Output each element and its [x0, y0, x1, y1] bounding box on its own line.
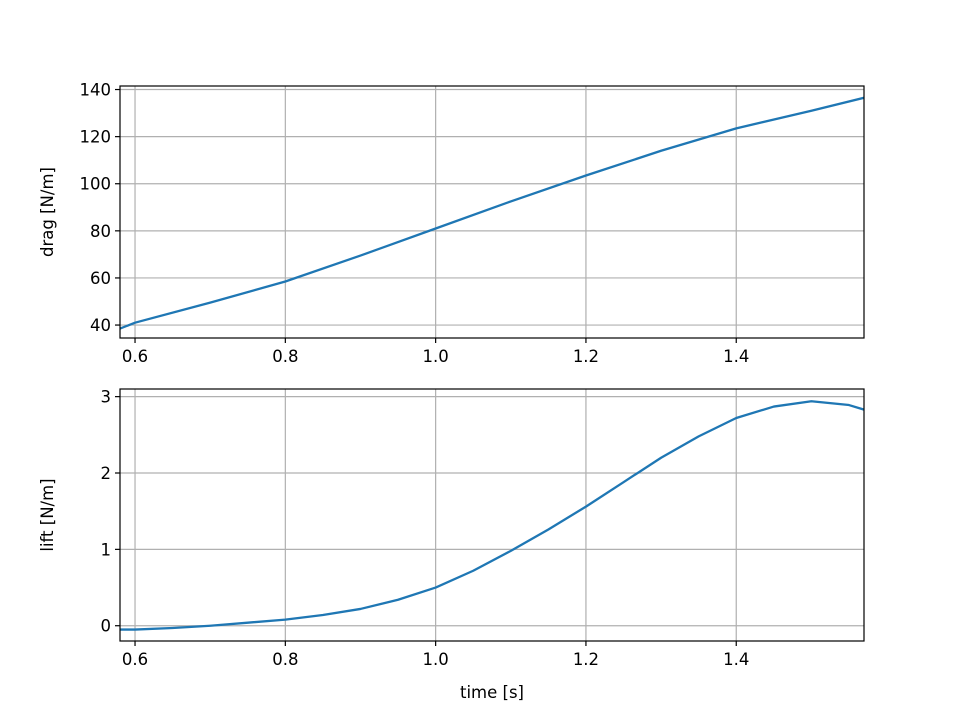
lift-y-tick-label: 1 — [101, 540, 112, 559]
lift-x-axis-label: time [s] — [460, 683, 524, 702]
drag-y-tick-label: 80 — [90, 222, 111, 241]
drag-x-tick-label: 1.2 — [573, 347, 599, 366]
drag-y-tick-label: 140 — [80, 81, 112, 100]
drag-x-tick-label: 0.8 — [272, 347, 298, 366]
lift-x-tick-label: 1.0 — [423, 650, 449, 669]
lift-x-tick-label: 0.6 — [122, 650, 148, 669]
drag-x-tick-label: 1.0 — [423, 347, 449, 366]
lift-subplot: 0.6 0.8 1.0 1.2 1.4 0 1 2 3 lift [N/m] time [s] — [38, 388, 865, 702]
lift-y-axis-label: lift [N/m] — [38, 478, 57, 551]
drag-subplot: 0.6 0.8 1.0 1.2 1.4 40 60 80 100 120 140 drag [N/m] — [38, 81, 865, 366]
drag-axes-frame — [119, 85, 865, 339]
drag-y-tick-label: 60 — [90, 269, 111, 288]
drag-y-axis-label: drag [N/m] — [38, 167, 57, 257]
drag-x-tick-label: 1.4 — [723, 347, 749, 366]
lift-series-line — [120, 400, 864, 631]
drag-y-tick-label: 100 — [80, 175, 112, 194]
drag-y-tick-label: 120 — [80, 128, 112, 147]
lift-axes-frame — [119, 388, 865, 642]
drag-y-tick-label: 40 — [90, 316, 111, 335]
drag-series-line — [120, 96, 864, 330]
lift-x-tick-label: 0.8 — [272, 650, 298, 669]
drag-x-tick-label: 0.6 — [122, 347, 148, 366]
lift-y-tick-label: 2 — [101, 464, 112, 483]
lift-x-tick-label: 1.4 — [723, 650, 749, 669]
lift-y-tick-label: 3 — [101, 388, 112, 407]
lift-x-tick-label: 1.2 — [573, 650, 599, 669]
lift-y-tick-label: 0 — [101, 617, 112, 636]
